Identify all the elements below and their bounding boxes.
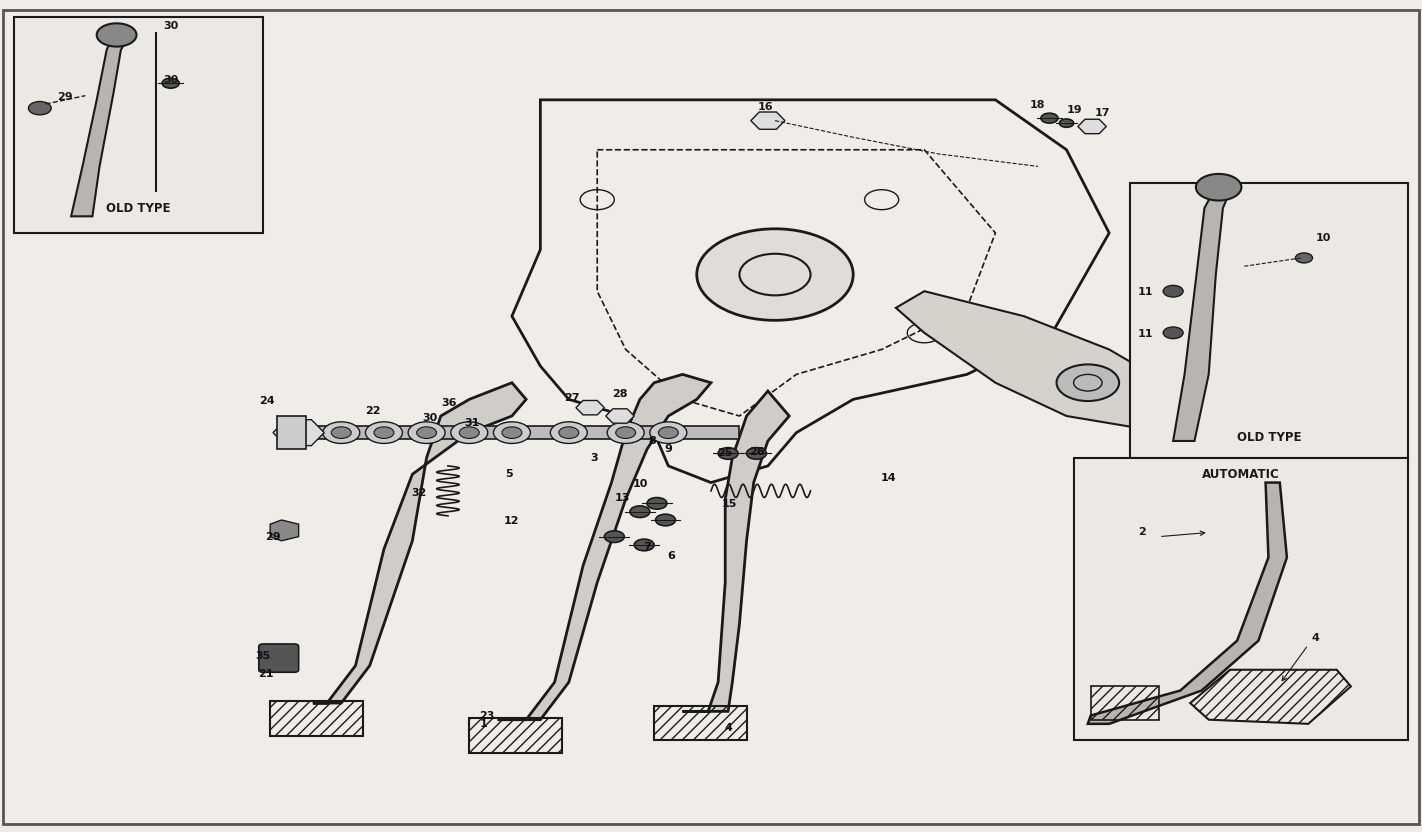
- Polygon shape: [1173, 187, 1230, 441]
- Text: 29: 29: [57, 92, 73, 102]
- Polygon shape: [1088, 483, 1287, 724]
- Text: 18: 18: [1030, 100, 1045, 110]
- Circle shape: [550, 422, 587, 443]
- Text: 31: 31: [465, 418, 479, 428]
- Polygon shape: [277, 416, 306, 449]
- Text: 14: 14: [882, 473, 896, 483]
- Circle shape: [162, 78, 179, 88]
- Text: 2: 2: [1138, 527, 1146, 537]
- Text: 23: 23: [479, 711, 493, 721]
- Circle shape: [374, 427, 394, 438]
- Text: 11: 11: [1138, 329, 1153, 339]
- Polygon shape: [1078, 119, 1106, 134]
- Text: 10: 10: [1315, 233, 1331, 243]
- Circle shape: [451, 422, 488, 443]
- Circle shape: [634, 539, 654, 551]
- Circle shape: [1163, 285, 1183, 297]
- Text: 27: 27: [565, 393, 579, 403]
- Text: 24: 24: [260, 396, 274, 406]
- Circle shape: [1295, 253, 1313, 263]
- Circle shape: [493, 422, 530, 443]
- Circle shape: [323, 422, 360, 443]
- Text: 30: 30: [164, 21, 179, 31]
- Text: 13: 13: [616, 493, 630, 503]
- Circle shape: [331, 427, 351, 438]
- Text: 21: 21: [259, 669, 273, 679]
- Polygon shape: [313, 383, 526, 703]
- Circle shape: [747, 448, 766, 459]
- Text: 5: 5: [505, 469, 513, 479]
- Text: 35: 35: [256, 651, 270, 661]
- Polygon shape: [576, 400, 604, 415]
- Polygon shape: [896, 291, 1194, 433]
- Polygon shape: [683, 391, 789, 711]
- Text: 9: 9: [664, 444, 673, 454]
- Text: 32: 32: [412, 488, 427, 498]
- Text: 25: 25: [718, 448, 732, 458]
- Text: OLD TYPE: OLD TYPE: [1237, 431, 1301, 444]
- Circle shape: [630, 506, 650, 518]
- Polygon shape: [498, 374, 711, 720]
- FancyBboxPatch shape: [259, 644, 299, 672]
- Circle shape: [1057, 364, 1119, 401]
- Polygon shape: [270, 520, 299, 541]
- Text: 30: 30: [164, 75, 179, 85]
- Circle shape: [1196, 174, 1241, 201]
- Text: 12: 12: [505, 516, 519, 526]
- Text: 1: 1: [479, 719, 488, 729]
- Text: 30: 30: [422, 413, 437, 423]
- Circle shape: [658, 427, 678, 438]
- Text: 8: 8: [648, 436, 657, 446]
- Text: 16: 16: [758, 102, 772, 111]
- Circle shape: [616, 427, 636, 438]
- Text: 36: 36: [442, 398, 456, 408]
- Circle shape: [502, 427, 522, 438]
- Circle shape: [408, 422, 445, 443]
- Polygon shape: [606, 409, 634, 423]
- Text: 28: 28: [613, 389, 627, 399]
- Polygon shape: [299, 426, 739, 439]
- Circle shape: [1059, 119, 1074, 127]
- Text: 4: 4: [724, 723, 732, 733]
- Circle shape: [718, 448, 738, 459]
- Circle shape: [459, 427, 479, 438]
- Text: 15: 15: [722, 499, 737, 509]
- Text: 11: 11: [1138, 287, 1153, 297]
- Text: 10: 10: [633, 479, 647, 489]
- Circle shape: [559, 427, 579, 438]
- Circle shape: [656, 514, 675, 526]
- FancyBboxPatch shape: [14, 17, 263, 233]
- Polygon shape: [751, 112, 785, 129]
- Text: 7: 7: [643, 542, 651, 552]
- Circle shape: [97, 23, 137, 47]
- Circle shape: [28, 102, 51, 115]
- Circle shape: [1041, 113, 1058, 123]
- Text: 3: 3: [590, 453, 599, 463]
- Text: AUTOMATIC: AUTOMATIC: [1202, 468, 1280, 482]
- Text: 19: 19: [1066, 105, 1082, 115]
- Text: 29: 29: [266, 532, 280, 542]
- Polygon shape: [71, 33, 128, 216]
- Text: 6: 6: [667, 551, 675, 561]
- Circle shape: [647, 498, 667, 509]
- Circle shape: [1163, 327, 1183, 339]
- Circle shape: [604, 531, 624, 542]
- Text: 26: 26: [749, 447, 764, 457]
- Text: 17: 17: [1095, 108, 1111, 118]
- Circle shape: [697, 229, 853, 320]
- FancyBboxPatch shape: [1074, 458, 1408, 740]
- Polygon shape: [273, 419, 324, 446]
- Circle shape: [365, 422, 402, 443]
- FancyBboxPatch shape: [1130, 183, 1408, 458]
- Circle shape: [417, 427, 437, 438]
- Text: 4: 4: [1311, 632, 1320, 642]
- Text: 22: 22: [365, 406, 380, 416]
- Circle shape: [607, 422, 644, 443]
- Circle shape: [650, 422, 687, 443]
- Text: OLD TYPE: OLD TYPE: [107, 202, 171, 215]
